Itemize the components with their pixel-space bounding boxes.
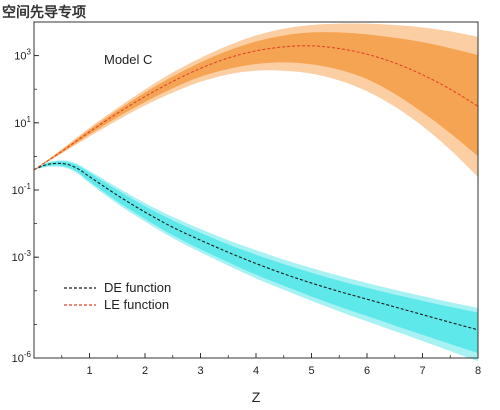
y-tick-label: 101 <box>14 115 31 130</box>
y-axis-ticks: 103 101 10-1 10-3 10-6 <box>12 21 39 365</box>
y-tick-label: 10-6 <box>12 350 32 365</box>
x-axis-label: Z <box>252 389 261 405</box>
y-tick-label: 103 <box>14 48 31 63</box>
x-tick-label: 7 <box>419 365 425 377</box>
x-tick-label: 2 <box>142 365 148 377</box>
le-function-inner-band <box>34 32 478 170</box>
x-tick-label: 5 <box>308 365 314 377</box>
watermark: 空间先导专项 <box>2 5 86 21</box>
de-function-line <box>33 162 479 331</box>
y-tick-label: 10-3 <box>12 249 32 264</box>
de-function-legend-label: DE function <box>104 280 171 295</box>
y-tick-label: 10-1 <box>12 182 32 197</box>
x-tick-label: 8 <box>475 365 481 377</box>
le-function-line <box>33 45 479 171</box>
legend: DE function LE function <box>64 280 171 312</box>
de-function-inner-band <box>34 161 478 354</box>
x-tick-label: 6 <box>364 365 370 377</box>
model-annotation: Model C <box>104 52 152 67</box>
x-tick-label: 4 <box>253 365 259 377</box>
x-axis-ticks: 1 2 3 4 5 6 7 8 <box>61 353 481 377</box>
x-tick-label: 3 <box>197 365 203 377</box>
confidence-bands-inner <box>34 32 478 354</box>
x-tick-label: 1 <box>86 365 92 377</box>
series-lines <box>33 45 479 331</box>
le-function-legend-label: LE function <box>104 297 169 312</box>
